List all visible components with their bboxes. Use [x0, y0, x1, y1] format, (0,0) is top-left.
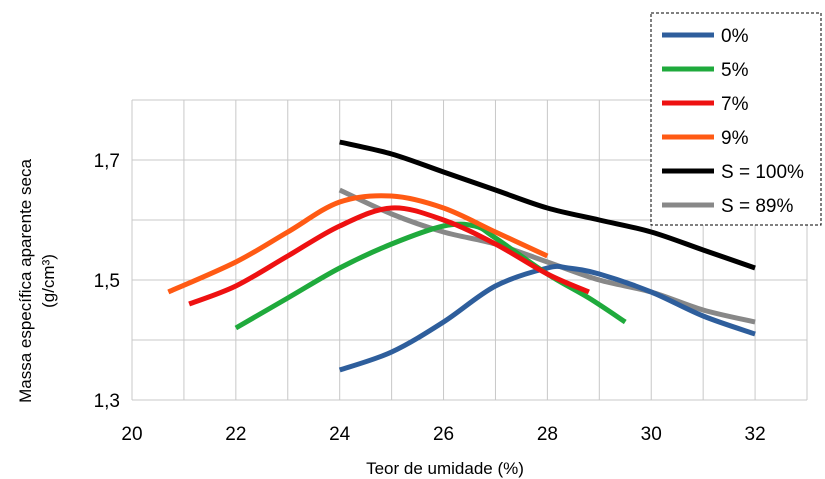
series-line-7 [188, 205, 590, 307]
y-tick-label: 1,5 [94, 271, 120, 292]
x-axis-title: Teor de umidade (%) [366, 459, 524, 478]
series-line-5 [234, 221, 627, 331]
y-axis-tick-labels: 1,3 1,5 1,7 [94, 151, 120, 412]
legend-label: 5% [721, 60, 749, 81]
legend-box [650, 12, 822, 226]
legend-label: 7% [721, 94, 749, 115]
x-tick-label: 26 [433, 424, 454, 445]
legend-label: 9% [721, 128, 749, 149]
x-tick-label: 30 [641, 424, 662, 445]
series-line-0 [338, 263, 756, 373]
y-tick-label: 1,3 [94, 391, 120, 412]
x-axis-tick-labels: 20 22 24 26 28 30 32 [121, 424, 765, 445]
legend-label: 0% [721, 26, 749, 47]
series-line-9 [167, 193, 549, 295]
y-axis-title-line-2: (g/cm³) [39, 254, 58, 308]
legend-label: S = 89% [721, 196, 793, 217]
series-line-s-100 [339, 139, 756, 271]
x-tick-label: 24 [329, 424, 351, 445]
y-tick-label: 1,7 [94, 151, 120, 172]
data-series [167, 139, 756, 373]
legend: 0% 5% 7% 9% S = 100% S = 89% [650, 12, 822, 226]
series-line-s-89 [338, 187, 756, 325]
x-tick-label: 28 [537, 424, 558, 445]
y-axis-title-line-1: Massa específica aparente seca [16, 159, 35, 403]
x-tick-label: 22 [225, 424, 246, 445]
legend-label: S = 100% [721, 162, 804, 183]
x-tick-label: 20 [121, 424, 142, 445]
legend-items: 0% 5% 7% 9% S = 100% S = 89% [662, 26, 804, 217]
x-tick-label: 32 [745, 424, 766, 445]
